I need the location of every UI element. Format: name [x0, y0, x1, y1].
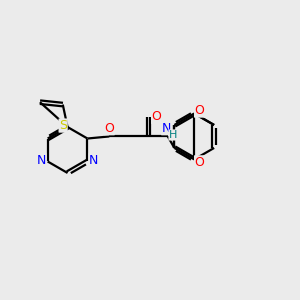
Text: N: N — [162, 122, 171, 135]
Text: O: O — [104, 122, 114, 135]
Text: H: H — [169, 130, 177, 140]
Text: N: N — [37, 154, 46, 166]
Text: N: N — [89, 154, 99, 166]
Text: S: S — [59, 119, 67, 132]
Text: O: O — [195, 156, 205, 169]
Text: O: O — [195, 104, 205, 117]
Text: O: O — [152, 110, 161, 123]
